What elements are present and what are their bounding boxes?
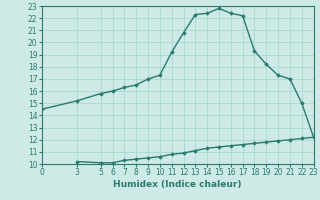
X-axis label: Humidex (Indice chaleur): Humidex (Indice chaleur) (113, 180, 242, 189)
